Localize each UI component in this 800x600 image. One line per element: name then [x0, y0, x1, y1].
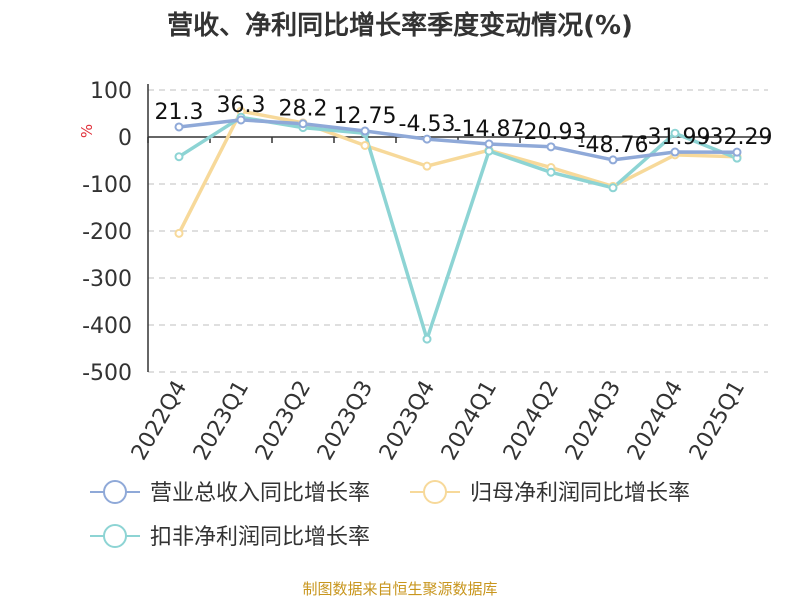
series-lines — [177, 109, 738, 341]
y-tick-label: -100 — [82, 173, 132, 198]
x-tick-label: 2023Q3 — [313, 377, 378, 465]
x-tick-label: 2025Q1 — [685, 377, 750, 465]
data-label: -4.53 — [399, 112, 456, 137]
data-label: 28.2 — [279, 97, 328, 122]
data-point — [546, 167, 556, 177]
data-point — [546, 142, 556, 152]
data-label: -14.87 — [454, 117, 525, 142]
data-point — [298, 119, 308, 129]
data-point — [360, 140, 370, 150]
y-axis-unit: % — [78, 124, 96, 138]
x-tick-label: 2024Q4 — [623, 377, 688, 465]
data-point — [174, 228, 184, 238]
y-tick-label: 0 — [118, 126, 132, 151]
data-labels: 21.3 36.3 28.2 12.75 -4.53-14.87-20.93-48.76… — [155, 93, 773, 158]
x-tick-label: 2024Q3 — [561, 377, 626, 465]
data-label: -20.93 — [516, 120, 587, 145]
legend-item-revenue[interactable]: 营业总收入同比增长率 — [90, 480, 370, 506]
data-point — [174, 152, 184, 162]
data-point — [422, 134, 432, 144]
source-note: 制图数据来自恒生聚源数据库 — [302, 580, 497, 598]
series-points — [174, 106, 742, 344]
legend-marker-net-profit — [423, 480, 447, 504]
y-tick-labels: 100 0 -100 -200 -300 -400 -500 — [82, 79, 132, 386]
legend-item-deducted-profit[interactable]: 扣非净利润同比增长率 — [90, 524, 370, 550]
data-point — [422, 161, 432, 171]
y-tick-label: -400 — [82, 314, 132, 339]
y-tick-label: -200 — [82, 220, 132, 245]
data-point — [236, 115, 246, 125]
x-tick-label: 2022Q4 — [127, 377, 192, 465]
data-point — [174, 122, 184, 132]
legend-marker-deducted-profit — [103, 524, 127, 548]
data-label: -31.99 — [640, 125, 711, 150]
x-tick-label: 2023Q1 — [189, 377, 254, 465]
data-point — [670, 147, 680, 157]
data-point — [360, 126, 370, 136]
grid-lines — [148, 89, 768, 373]
data-point — [608, 183, 618, 193]
data-label: 36.3 — [217, 93, 266, 118]
legend-label-deducted-profit: 扣非净利润同比增长率 — [150, 525, 370, 550]
series-line — [177, 109, 738, 235]
data-label: -48.76 — [578, 133, 649, 158]
data-point — [732, 147, 742, 157]
x-tick-labels: 2022Q42023Q12023Q22023Q32023Q42024Q12024… — [127, 377, 750, 465]
data-point — [608, 155, 618, 165]
x-tick-label: 2024Q1 — [437, 377, 502, 465]
legend-item-net-profit[interactable]: 归母净利润同比增长率 — [410, 480, 690, 506]
chart-title: 营收、净利同比增长率季度变动情况(%) — [167, 10, 633, 41]
legend-label-revenue: 营业总收入同比增长率 — [150, 481, 370, 506]
y-tick-label: 100 — [90, 79, 132, 104]
series-line — [178, 115, 738, 341]
y-tick-label: -300 — [82, 267, 132, 292]
data-point — [670, 128, 680, 138]
x-tick-label: 2024Q2 — [499, 377, 564, 465]
legend-label-net-profit: 归母净利润同比增长率 — [470, 481, 690, 506]
data-point — [484, 146, 494, 156]
x-tick-label: 2023Q4 — [375, 377, 440, 465]
data-label: 12.75 — [334, 104, 397, 129]
data-point — [484, 139, 494, 149]
series-line — [178, 118, 738, 162]
data-label: 21.3 — [155, 100, 204, 125]
data-point — [422, 334, 432, 344]
legend-marker-revenue — [103, 480, 127, 504]
data-label: -32.29 — [702, 125, 773, 150]
axes — [147, 84, 769, 372]
y-tick-label: -500 — [82, 361, 132, 386]
x-tick-label: 2023Q2 — [251, 377, 316, 465]
